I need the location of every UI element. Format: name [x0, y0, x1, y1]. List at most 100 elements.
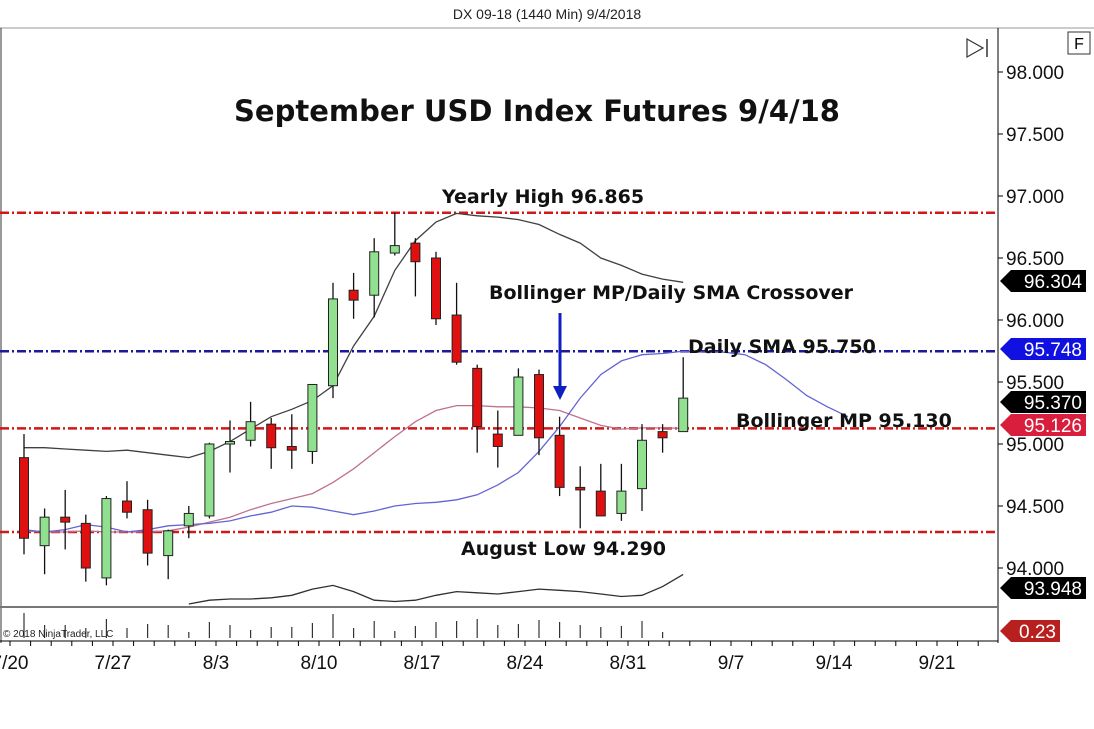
crossover-arrow-icon — [553, 313, 567, 400]
indicator-marker: 0.23 — [1000, 620, 1060, 643]
candle — [492, 410, 503, 468]
indicator-tag-text: 0.23 — [1019, 622, 1056, 643]
candle-body — [204, 443, 215, 517]
candle — [616, 463, 627, 521]
date-label: 8/24 — [507, 653, 544, 674]
scroll-to-end-button[interactable] — [964, 36, 992, 60]
price-marker: 95.370 — [1000, 391, 1086, 414]
price-marker: 95.126 — [1000, 414, 1086, 437]
price-marker: 95.748 — [1000, 338, 1086, 361]
candle — [348, 272, 359, 319]
candle-body — [80, 522, 91, 569]
price-tag-text: 95.126 — [1024, 416, 1082, 437]
candle — [245, 401, 256, 447]
price-label: 98.000 — [1006, 63, 1064, 84]
candle — [431, 251, 441, 325]
price-label: 94.000 — [1006, 559, 1064, 580]
candle — [389, 212, 400, 256]
play-to-end-icon — [966, 37, 985, 59]
candle-body — [19, 457, 29, 539]
candle-body — [307, 383, 318, 452]
date-label: 7/20 — [0, 653, 28, 674]
f-button[interactable]: F — [1067, 31, 1091, 55]
price-label: 95.500 — [1006, 373, 1064, 394]
f-button-label: F — [1074, 36, 1084, 53]
date-label: 8/3 — [203, 653, 229, 674]
candle — [369, 238, 380, 318]
candle — [575, 466, 586, 529]
candle — [163, 529, 174, 580]
candle — [307, 383, 318, 464]
date-label: 8/10 — [301, 653, 338, 674]
price-label: 96.000 — [1006, 311, 1064, 332]
candle-body — [60, 516, 71, 523]
candle-body — [472, 367, 483, 428]
candle — [513, 368, 524, 436]
candle-body — [410, 242, 421, 263]
date-label: 7/27 — [95, 653, 132, 674]
price-label: 97.500 — [1006, 125, 1064, 146]
candle — [637, 424, 647, 511]
price-label: 96.500 — [1006, 249, 1064, 270]
candle — [122, 481, 132, 519]
date-label: 9/14 — [816, 653, 853, 674]
date-label: 9/7 — [718, 653, 744, 674]
candle-body — [348, 289, 359, 301]
indicator-tag-shape — [1000, 620, 1060, 642]
candle-body — [369, 251, 380, 296]
bollinger-middle-line — [23, 404, 684, 533]
candle-body — [142, 509, 153, 554]
candle-body — [657, 431, 668, 439]
candle — [183, 506, 194, 539]
candle — [678, 357, 689, 433]
candle-body — [637, 439, 647, 490]
candle — [657, 424, 668, 453]
bollinger-upper-line — [24, 212, 684, 459]
candle — [286, 414, 297, 469]
price-tag-shape — [1000, 577, 1086, 599]
candle — [451, 282, 462, 365]
price-tag-shape — [1000, 338, 1086, 360]
daily-sma-line — [23, 350, 849, 533]
candle-body — [616, 490, 627, 514]
date-label: 8/17 — [404, 653, 441, 674]
price-label: 95.000 — [1006, 435, 1064, 456]
price-label: 97.000 — [1006, 187, 1064, 208]
candle — [595, 463, 606, 517]
bollinger-lower-line — [188, 573, 684, 605]
yearly-high-label: Yearly High 96.865 — [441, 186, 644, 208]
price-tag-text: 95.370 — [1024, 393, 1082, 414]
price-tag-shape — [1000, 414, 1086, 436]
candle-body — [492, 433, 503, 447]
candle-body — [122, 500, 132, 513]
candle-body — [431, 257, 441, 320]
candle-body — [678, 397, 689, 433]
price-tag-text: 93.948 — [1024, 579, 1082, 600]
candle-body — [595, 490, 606, 517]
candle — [39, 508, 50, 575]
candle-body — [225, 441, 235, 445]
price-tag-text: 96.304 — [1024, 272, 1083, 293]
date-label: 8/31 — [610, 653, 647, 674]
candle-body — [554, 434, 565, 488]
candle-body — [534, 374, 544, 439]
candle-body — [163, 530, 174, 557]
price-label: 94.500 — [1006, 497, 1064, 518]
price-tag-shape — [1000, 391, 1086, 413]
crossover-label: Bollinger MP/Daily SMA Crossover — [489, 282, 854, 304]
candle — [80, 514, 91, 582]
candle — [60, 489, 71, 550]
candle-body — [451, 314, 462, 363]
candle-body — [513, 376, 524, 436]
candle-body — [328, 298, 338, 387]
daily-sma-label: Daily SMA 95.750 — [688, 336, 876, 358]
candle-body — [101, 498, 112, 579]
august-low-label: August Low 94.290 — [461, 538, 666, 560]
candle — [328, 282, 338, 399]
price-tag-text: 95.748 — [1024, 340, 1082, 361]
candle — [554, 416, 565, 497]
candle-body — [389, 245, 400, 254]
price-marker: 93.948 — [1000, 577, 1086, 600]
price-marker: 96.304 — [1000, 270, 1086, 293]
